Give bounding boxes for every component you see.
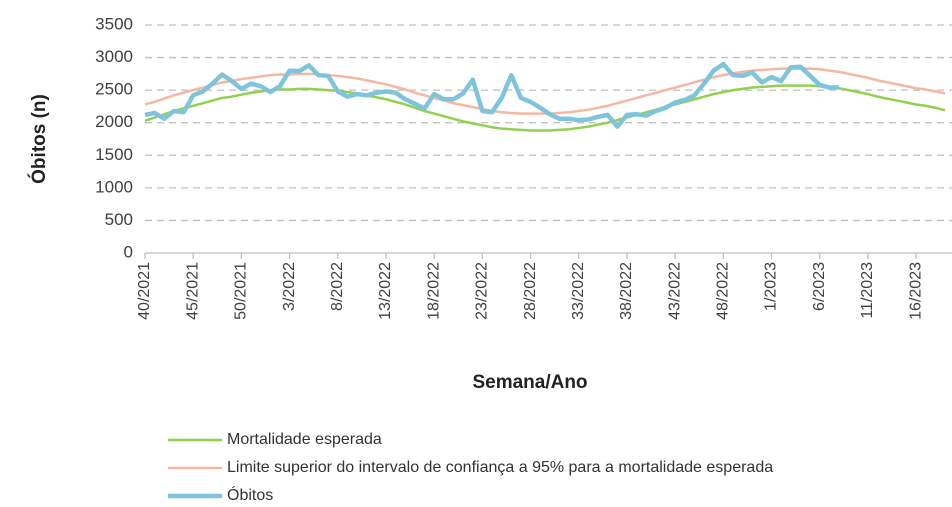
y-tick-label: 2500: [95, 80, 133, 99]
x-tick-label: 33/2022: [570, 262, 587, 320]
x-tick-label: 50/2021: [233, 262, 250, 320]
x-tick-label: 23/2022: [474, 262, 491, 320]
y-tick-label: 1500: [95, 145, 133, 164]
legend-label: Limite superior do intervalo de confianç…: [227, 459, 773, 476]
legend-label: Mortalidade esperada: [227, 431, 382, 448]
x-tick-label: 6/2023: [811, 262, 828, 311]
x-tick-label: 28/2022: [522, 262, 539, 320]
series-line: [144, 84, 946, 132]
x-tick-label: 43/2022: [666, 262, 683, 320]
x-tick-label: 38/2022: [618, 262, 635, 320]
y-tick-label: 500: [105, 210, 133, 229]
x-tick-label: 48/2022: [715, 262, 732, 320]
x-tick-label: 8/2022: [329, 262, 346, 311]
y-tick-label: 0: [124, 242, 133, 261]
x-tick-label: 1/2023: [763, 262, 780, 311]
x-axis-title: Semana/Ano: [472, 372, 587, 393]
x-tick-label: 16/2023: [907, 262, 924, 320]
series-line: [144, 61, 839, 129]
x-tick-label: 3/2022: [281, 262, 298, 311]
y-tick-label: 2000: [95, 112, 133, 131]
x-tick-label: 11/2023: [859, 262, 876, 319]
legend-label: Óbitos: [227, 485, 273, 504]
x-tick-label: 40/2021: [136, 262, 153, 320]
x-tick-label: 45/2021: [184, 262, 201, 320]
x-tick-label: 13/2022: [377, 262, 394, 320]
y-tick-label: 1000: [95, 177, 133, 196]
y-tick-label: 3500: [95, 14, 133, 33]
y-tick-label: 3000: [95, 47, 133, 66]
y-axis-title: Óbitos (n): [28, 94, 50, 184]
x-tick-label: 18/2022: [425, 262, 442, 320]
